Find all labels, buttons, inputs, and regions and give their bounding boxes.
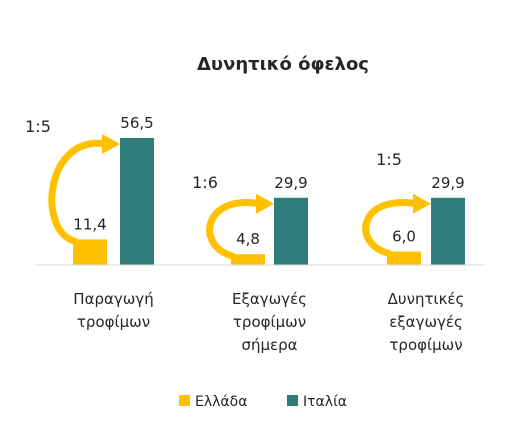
category-label-0-1: τροφίμων	[77, 313, 150, 331]
ratio-label-1: 1:6	[192, 173, 218, 192]
legend-label-0: Ελλάδα	[195, 394, 247, 410]
data-label-greece-1: 4,8	[236, 230, 260, 248]
category-label-1-1: τροφίμων	[233, 313, 306, 331]
category-label-1-2: σήμερα	[241, 336, 297, 354]
ratio-arrow-head-1	[256, 193, 274, 214]
data-label-greece-0: 11,4	[73, 215, 106, 233]
data-label-greece-2: 6,0	[392, 228, 416, 246]
bar-italy-1	[274, 197, 308, 265]
bar-greece-0	[73, 239, 107, 265]
category-label-2-2: τροφίμων	[389, 336, 462, 354]
ratio-arrow-1	[206, 199, 264, 260]
legend-swatch-0	[179, 395, 190, 406]
data-label-italy-2: 29,9	[431, 174, 464, 192]
bar-italy-2	[431, 197, 465, 265]
bar-italy-0	[120, 138, 154, 265]
ratio-label-2: 1:5	[376, 150, 402, 169]
plot-area: 11,4 56,5 1:5 4,8 29,9 1:6 6,0 29,9 1:5	[25, 114, 465, 265]
ratio-arrow-head-2	[413, 193, 431, 214]
category-labels: Παραγωγή τροφίμων Εξαγωγές τροφίμων σήμερα Δυ…	[73, 290, 464, 354]
legend-label-1: Ιταλία	[303, 394, 347, 410]
category-label-2-0: Δυνητικές	[388, 290, 465, 308]
legend: Ελλάδα Ιταλία	[179, 394, 347, 410]
ratio-arrow-head-0	[102, 134, 120, 154]
category-label-2-1: εξαγωγές	[389, 313, 463, 331]
data-label-italy-0: 56,5	[120, 114, 153, 132]
bar-greece-2	[387, 251, 421, 265]
chart-title: Δυνητικό όφελος	[197, 54, 369, 75]
legend-swatch-1	[287, 395, 298, 406]
ratio-arrow-0	[48, 139, 110, 245]
category-label-1-0: Εξαγωγές	[232, 290, 307, 308]
data-label-italy-1: 29,9	[274, 174, 307, 192]
bar-greece-1	[231, 254, 265, 265]
ratio-label-0: 1:5	[25, 117, 51, 136]
ratio-arrow-2	[362, 199, 421, 258]
category-label-0-0: Παραγωγή	[73, 290, 153, 308]
